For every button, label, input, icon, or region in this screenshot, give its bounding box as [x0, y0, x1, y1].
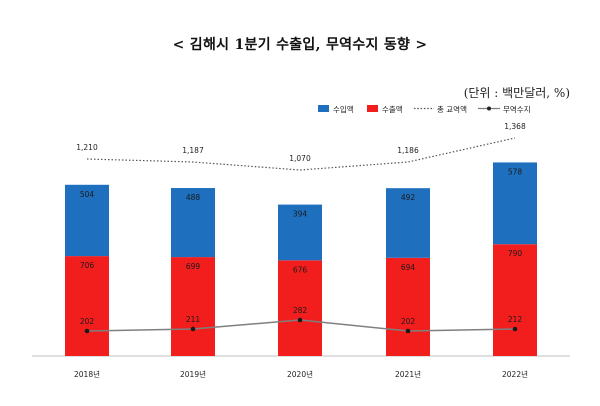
label-export-4: 790 — [508, 249, 523, 258]
bar-export-0 — [65, 256, 109, 356]
bar-import-1 — [171, 188, 215, 258]
x-tick-3: 2021년 — [395, 369, 421, 379]
legend-swatch-export — [367, 105, 378, 112]
x-tick-4: 2022년 — [502, 369, 528, 379]
label-balance-0: 202 — [80, 317, 95, 326]
chart-title: < 김해시 1분기 수출입, 무역수지 동향 > — [172, 37, 428, 53]
label-total-2: 1,070 — [289, 154, 311, 163]
label-export-0: 706 — [80, 261, 95, 270]
label-balance-2: 282 — [293, 306, 308, 315]
label-total-3: 1,186 — [397, 146, 419, 155]
marker-balance-1 — [190, 326, 196, 332]
line-total-trade — [86, 137, 516, 171]
x-tick-2: 2020년 — [287, 369, 313, 379]
legend-label-import: 수입액 — [333, 104, 354, 114]
legend-label-export: 수출액 — [382, 104, 403, 114]
marker-balance-2 — [297, 317, 303, 323]
label-balance-1: 211 — [186, 315, 201, 324]
label-export-1: 699 — [186, 262, 201, 271]
label-balance-4: 212 — [508, 315, 523, 324]
label-import-3: 492 — [401, 193, 416, 202]
legend-swatch-balance-marker — [487, 106, 491, 111]
marker-balance-3 — [405, 328, 411, 334]
legend: 수입액 수출액 총 교역액 무역수지 — [318, 104, 531, 114]
label-total-0: 1,210 — [76, 143, 98, 152]
label-import-0: 504 — [80, 190, 95, 199]
x-tick-0: 2018년 — [74, 369, 100, 379]
bar-import-4 — [493, 162, 537, 245]
bar-export-3 — [386, 257, 430, 356]
label-total-1: 1,187 — [182, 146, 204, 155]
label-export-3: 694 — [401, 263, 416, 272]
label-balance-3: 202 — [401, 317, 416, 326]
legend-label-balance: 무역수지 — [503, 104, 531, 114]
bar-export-2 — [278, 260, 322, 356]
bar-import-3 — [386, 188, 430, 258]
bar-export-4 — [493, 244, 537, 356]
label-import-1: 488 — [186, 193, 201, 202]
label-export-2: 676 — [293, 265, 308, 274]
marker-balance-4 — [512, 326, 518, 332]
legend-label-total: 총 교역액 — [437, 104, 467, 114]
label-import-4: 578 — [508, 167, 523, 176]
legend-swatch-import — [318, 105, 329, 112]
bar-import-2 — [278, 204, 322, 261]
label-import-2: 394 — [293, 210, 308, 219]
marker-balance-0 — [84, 328, 90, 334]
label-total-4: 1,368 — [504, 122, 526, 131]
bar-import-0 — [65, 184, 109, 257]
unit-label: (단위 : 백만달러, %) — [463, 86, 570, 100]
x-tick-1: 2019년 — [180, 369, 206, 379]
bar-export-1 — [171, 257, 215, 356]
